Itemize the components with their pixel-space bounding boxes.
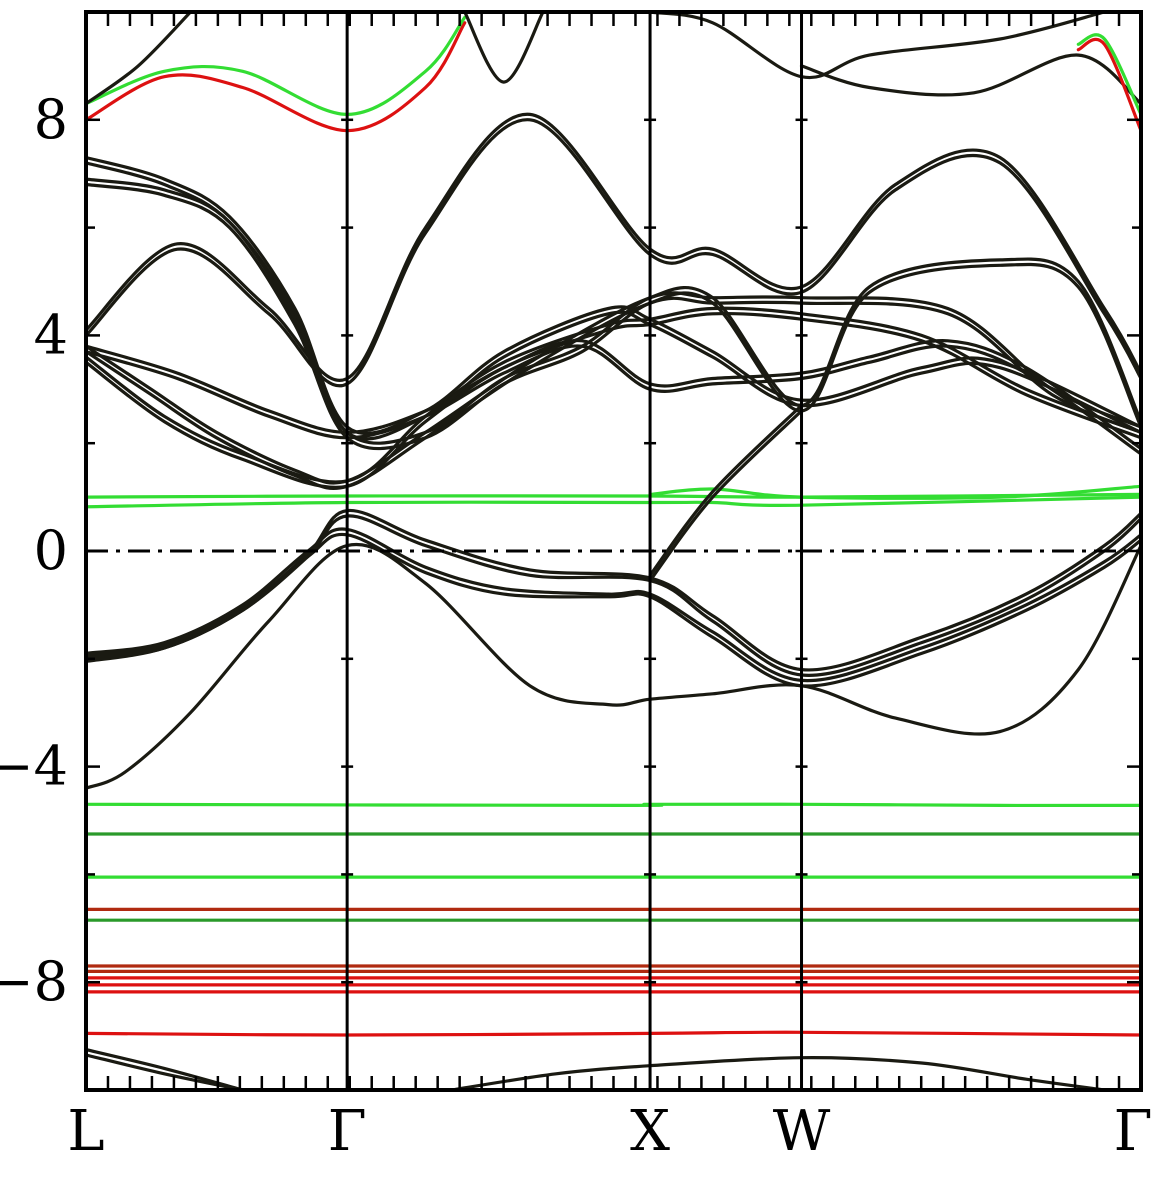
band-line-37	[86, 15, 467, 116]
band-line-14	[86, 495, 1141, 509]
y-tick-label: −4	[0, 735, 68, 798]
plot-frame	[84, 10, 1143, 1092]
band-line-30	[86, 112, 1141, 382]
y-tick-label: 0	[34, 519, 68, 582]
y-tick-label: −8	[0, 950, 68, 1013]
band-line-12	[86, 1053, 245, 1090]
band-line-34	[86, 177, 1141, 445]
band-line-29	[86, 344, 1141, 456]
kpoint-label: L	[67, 1099, 104, 1164]
kpoint-label: Γ	[1114, 1099, 1153, 1164]
band-line-41	[1076, 37, 1141, 133]
band-line-23	[648, 409, 804, 583]
y-tick-labels: −8 −4 0 4 8	[0, 88, 68, 1013]
y-tick-label: 8	[34, 88, 68, 151]
band-line-36	[86, 21, 467, 133]
band-line-31	[86, 118, 1141, 388]
band-line-35	[86, 182, 1141, 451]
band-line-20	[86, 508, 1141, 672]
band-lines	[86, 12, 1141, 1090]
band-line-0	[86, 802, 1141, 808]
band-line-28	[86, 338, 1141, 451]
band-line-38	[86, 12, 193, 106]
band-line-32	[86, 155, 1141, 436]
band-line-22	[648, 403, 804, 577]
y-tick-label: 4	[34, 303, 68, 366]
band-line-17	[86, 542, 1141, 790]
band-line-43	[648, 12, 1106, 80]
band-line-13	[450, 1056, 1106, 1090]
band-line-15	[86, 492, 1141, 499]
band-line-39	[463, 12, 545, 84]
band-line-40	[799, 53, 1141, 106]
kpoint-label: W	[773, 1099, 831, 1164]
band-line-18	[86, 527, 1141, 683]
band-line-10	[86, 1030, 1141, 1037]
band-line-21	[86, 514, 1141, 677]
kpoint-label: X	[630, 1099, 670, 1164]
band-line-42	[1076, 33, 1141, 116]
kpoint-label: Γ	[328, 1099, 367, 1164]
band-line-16	[648, 484, 1141, 500]
